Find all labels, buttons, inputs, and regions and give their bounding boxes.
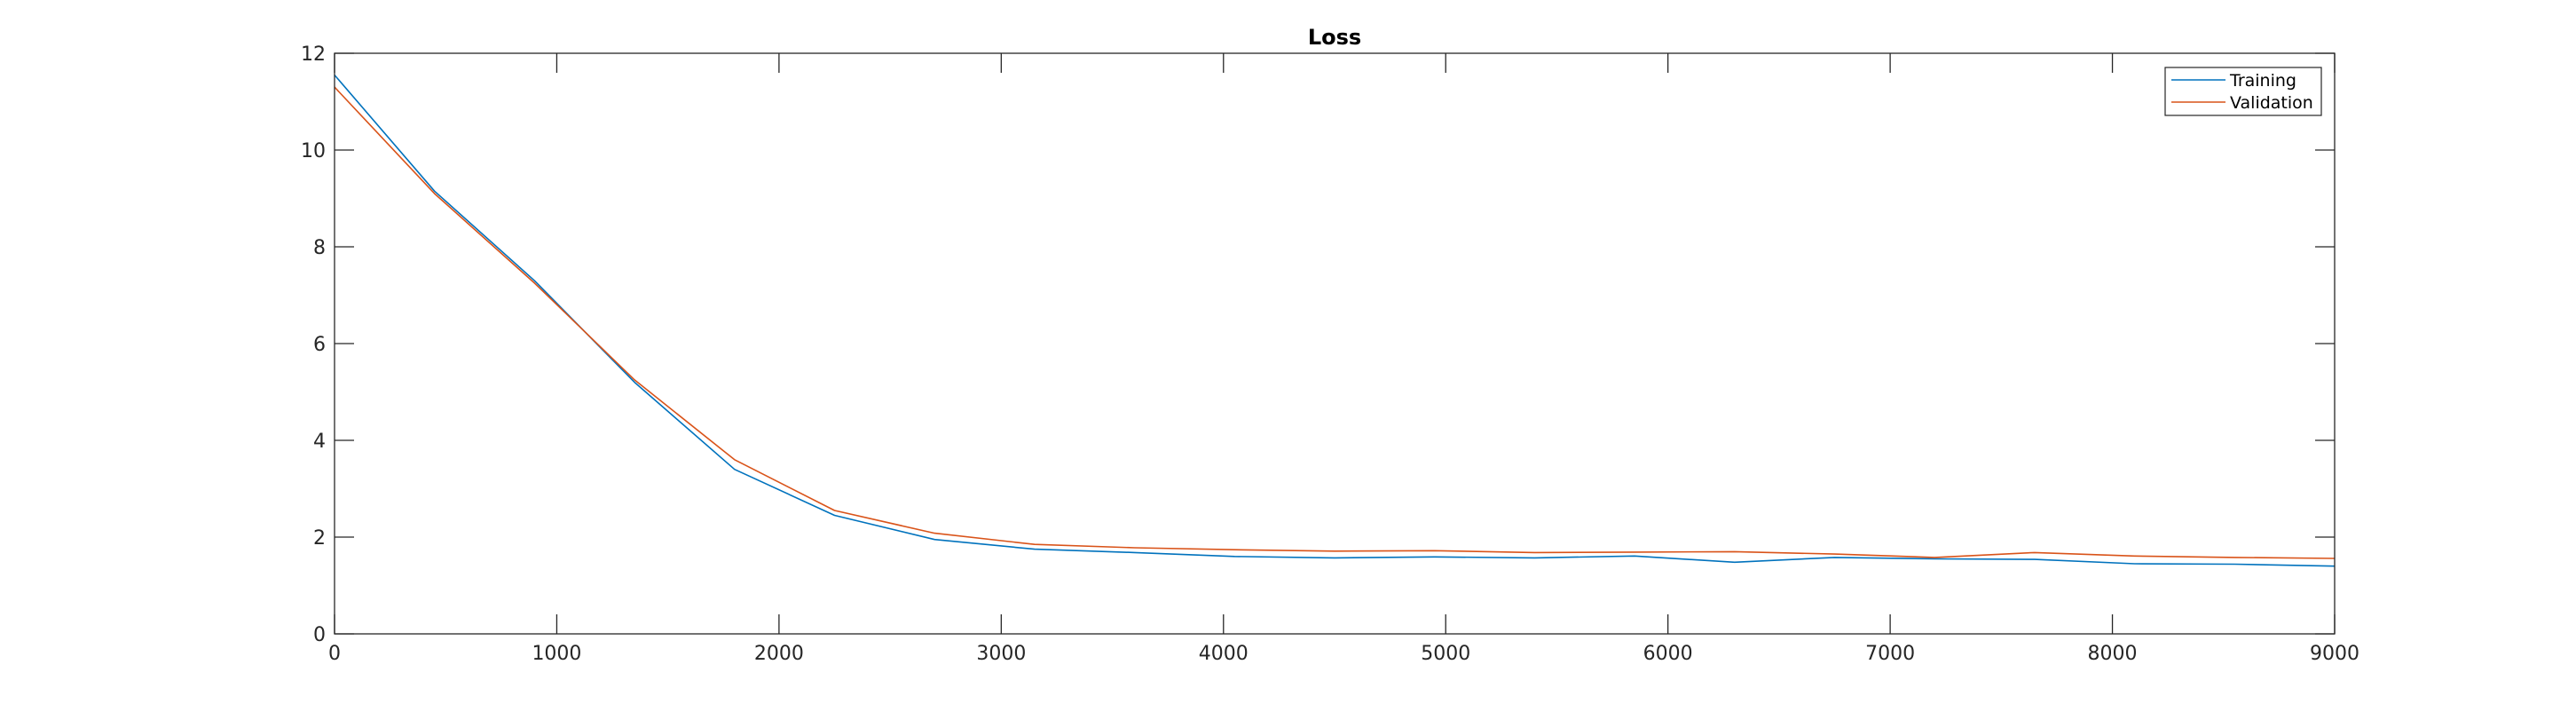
x-tick-label: 3000 xyxy=(976,643,1026,665)
y-tick-label: 4 xyxy=(313,431,326,453)
legend-box xyxy=(2164,67,2322,116)
y-tick-label: 10 xyxy=(301,140,326,162)
x-tick-labels: 0 1000 2000 3000 4000 5000 6000 7000 8000 9000 xyxy=(328,643,2359,665)
legend-label-training: Training xyxy=(2229,71,2296,91)
y-tick-label: 12 xyxy=(301,44,326,66)
y-tick-label: 6 xyxy=(313,334,326,356)
y-tick-label: 2 xyxy=(313,527,326,550)
x-tick-label: 7000 xyxy=(1865,643,1915,665)
x-tick-label: 8000 xyxy=(2088,643,2138,665)
x-tick-label: 6000 xyxy=(1643,643,1693,665)
y-tick-label: 8 xyxy=(313,237,326,259)
y-tick-label: 0 xyxy=(313,624,326,646)
series-line-training xyxy=(334,74,2336,567)
x-tick-label: 4000 xyxy=(1199,643,1249,665)
x-tick-label: 9000 xyxy=(2310,643,2359,665)
y-tick-labels: 0 2 4 6 8 10 12 xyxy=(301,44,326,646)
series-line-validation xyxy=(334,86,2336,559)
series-layer xyxy=(334,74,2336,567)
chart-title: Loss xyxy=(1308,25,1361,50)
plot-background xyxy=(335,53,2335,634)
legend-label-validation: Validation xyxy=(2230,93,2313,113)
legend: Training Validation xyxy=(2164,67,2322,116)
x-tick-label: 1000 xyxy=(532,643,581,665)
x-tick-label: 2000 xyxy=(754,643,804,665)
x-tick-label: 5000 xyxy=(1421,643,1470,665)
x-tick-marks xyxy=(334,53,2336,634)
plot-box xyxy=(334,52,2336,635)
x-tick-label: 0 xyxy=(328,643,341,665)
